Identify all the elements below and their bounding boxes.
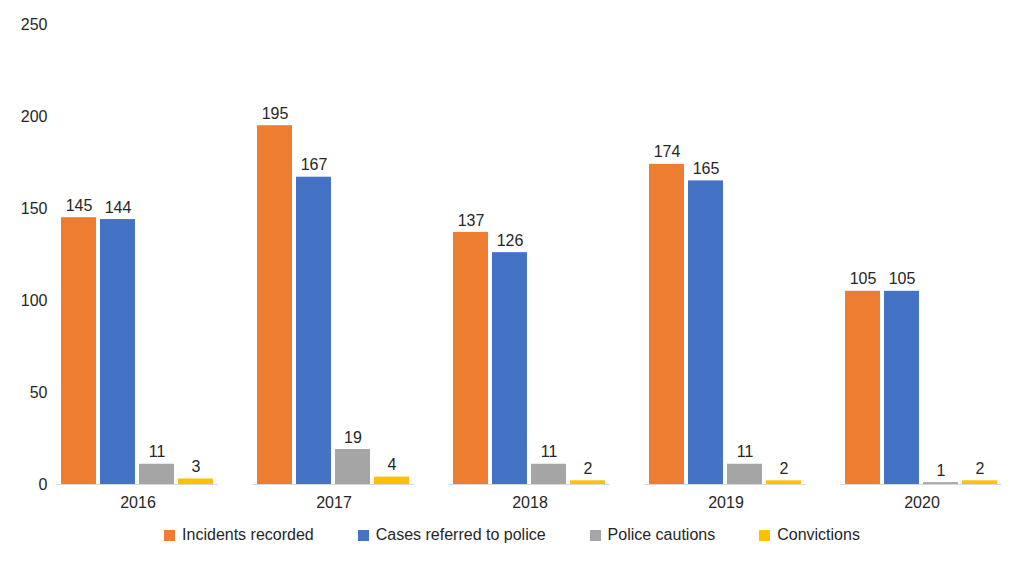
svg-text:11: 11	[541, 443, 558, 460]
svg-text:2019: 2019	[708, 494, 744, 511]
svg-text:50: 50	[30, 384, 48, 401]
svg-text:2018: 2018	[512, 494, 548, 511]
html-text:Incidents recorded: Incidents recorded	[182, 526, 314, 543]
svg-text:174: 174	[654, 143, 681, 160]
svg-text:2016: 2016	[120, 494, 156, 511]
svg-text:144: 144	[105, 199, 132, 216]
svg-text:1: 1	[937, 462, 946, 479]
svg-text:11: 11	[149, 443, 166, 460]
svg-text:165: 165	[693, 160, 720, 177]
svg-text:11: 11	[737, 443, 754, 460]
svg-text:105: 105	[850, 270, 877, 287]
svg-text:145: 145	[66, 197, 93, 214]
svg-text:195: 195	[262, 105, 289, 122]
svg-text:19: 19	[344, 429, 362, 446]
svg-text:167: 167	[301, 156, 328, 173]
svg-text:105: 105	[889, 270, 916, 287]
svg-text:2: 2	[584, 460, 593, 477]
svg-text:3: 3	[192, 458, 201, 475]
html-text:Police cautions: Police cautions	[607, 526, 716, 543]
svg-text:126: 126	[497, 232, 524, 249]
svg-text:250: 250	[21, 16, 48, 33]
svg-text:2: 2	[976, 460, 985, 477]
svg-text:137: 137	[458, 212, 485, 229]
svg-text:100: 100	[21, 292, 48, 309]
html-text:Convictions: Convictions	[777, 526, 860, 543]
svg-text:2017: 2017	[316, 494, 352, 511]
svg-text:200: 200	[21, 108, 48, 125]
svg-text:150: 150	[21, 200, 48, 217]
svg-text:2: 2	[780, 460, 789, 477]
svg-text:2020: 2020	[904, 494, 940, 511]
html-text:Cases referred to police: Cases referred to police	[375, 526, 546, 543]
svg-text:0: 0	[39, 476, 48, 493]
svg-text:4: 4	[388, 456, 397, 473]
